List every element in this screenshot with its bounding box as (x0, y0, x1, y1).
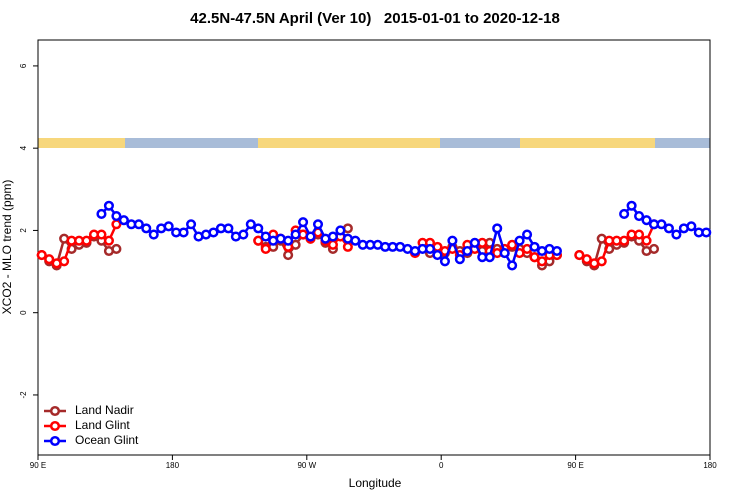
point (96, 208, 107, 220)
point (36, 250, 47, 261)
point (656, 219, 667, 230)
point (238, 229, 249, 240)
point (507, 260, 518, 271)
point (327, 239, 338, 250)
point (529, 252, 540, 263)
point (133, 219, 144, 230)
point (342, 241, 353, 252)
point (462, 245, 473, 257)
point (111, 243, 122, 254)
point (522, 229, 533, 240)
point (81, 235, 92, 246)
legend-label: Ocean Glint (75, 433, 139, 447)
point (551, 245, 562, 257)
point (581, 254, 592, 265)
legend-label: Land Nadir (75, 403, 134, 417)
point (454, 254, 465, 265)
x-tick-label: 90 E (30, 461, 46, 470)
y-tick-label: 0 (19, 310, 28, 315)
point (432, 250, 443, 261)
point (305, 231, 316, 242)
point (178, 227, 189, 238)
point (619, 208, 630, 220)
legend-marker (49, 420, 61, 432)
point (469, 237, 480, 248)
point (245, 219, 256, 230)
point (141, 223, 152, 234)
legend-marker (49, 405, 61, 417)
y-tick-label: 6 (19, 63, 28, 68)
x-tick-label: 0 (439, 461, 444, 470)
point (641, 235, 652, 246)
point (208, 227, 219, 238)
point (648, 243, 660, 254)
point (283, 250, 294, 261)
x-tick-label: 90 E (567, 461, 583, 470)
point (223, 223, 234, 234)
point (163, 221, 174, 232)
point (103, 235, 114, 246)
chart-title: 42.5N-47.5N April (Ver 10) 2015-01-01 to… (190, 10, 560, 27)
point (626, 200, 637, 211)
point (507, 239, 518, 250)
point (327, 231, 338, 242)
point (641, 215, 652, 226)
point (671, 229, 682, 240)
x-tick-label: 180 (166, 461, 180, 470)
point (118, 215, 129, 226)
point (529, 241, 540, 252)
series (96, 200, 712, 271)
plot-frame (37, 39, 711, 456)
point (484, 252, 495, 263)
point (260, 243, 271, 254)
point (298, 217, 309, 228)
legend-marker (49, 435, 61, 447)
point (335, 225, 346, 236)
point (536, 256, 548, 267)
point (439, 256, 450, 267)
point (186, 219, 197, 230)
point (312, 219, 324, 230)
point (634, 229, 645, 240)
point (111, 210, 122, 222)
y-tick-label: -2 (19, 391, 28, 399)
point (350, 235, 361, 246)
point (260, 231, 271, 242)
x-tick-label: 90 W (297, 461, 316, 470)
point (663, 223, 674, 234)
y-tick-label: 4 (19, 145, 28, 150)
point (96, 229, 107, 240)
land-ocean-strip (38, 138, 710, 148)
point (103, 200, 114, 211)
point (619, 235, 630, 246)
legend-label: Land Glint (75, 418, 130, 432)
point (148, 229, 159, 240)
point (253, 235, 264, 246)
y-axis-label: XCO2 - MLO trend (ppm) (0, 180, 14, 315)
point (686, 221, 697, 232)
point (253, 223, 264, 234)
point (283, 235, 294, 246)
point (574, 250, 585, 261)
point (59, 256, 70, 267)
point (290, 229, 301, 240)
point (634, 210, 645, 222)
point (701, 227, 712, 238)
x-tick-label: 180 (703, 461, 717, 470)
point (514, 235, 525, 246)
point (596, 256, 607, 267)
point (492, 223, 503, 234)
x-axis-label: Longitude (349, 476, 402, 490)
point (499, 248, 510, 259)
point (424, 243, 436, 254)
point (447, 235, 458, 246)
point (44, 254, 55, 265)
y-tick-label: 2 (19, 228, 28, 233)
